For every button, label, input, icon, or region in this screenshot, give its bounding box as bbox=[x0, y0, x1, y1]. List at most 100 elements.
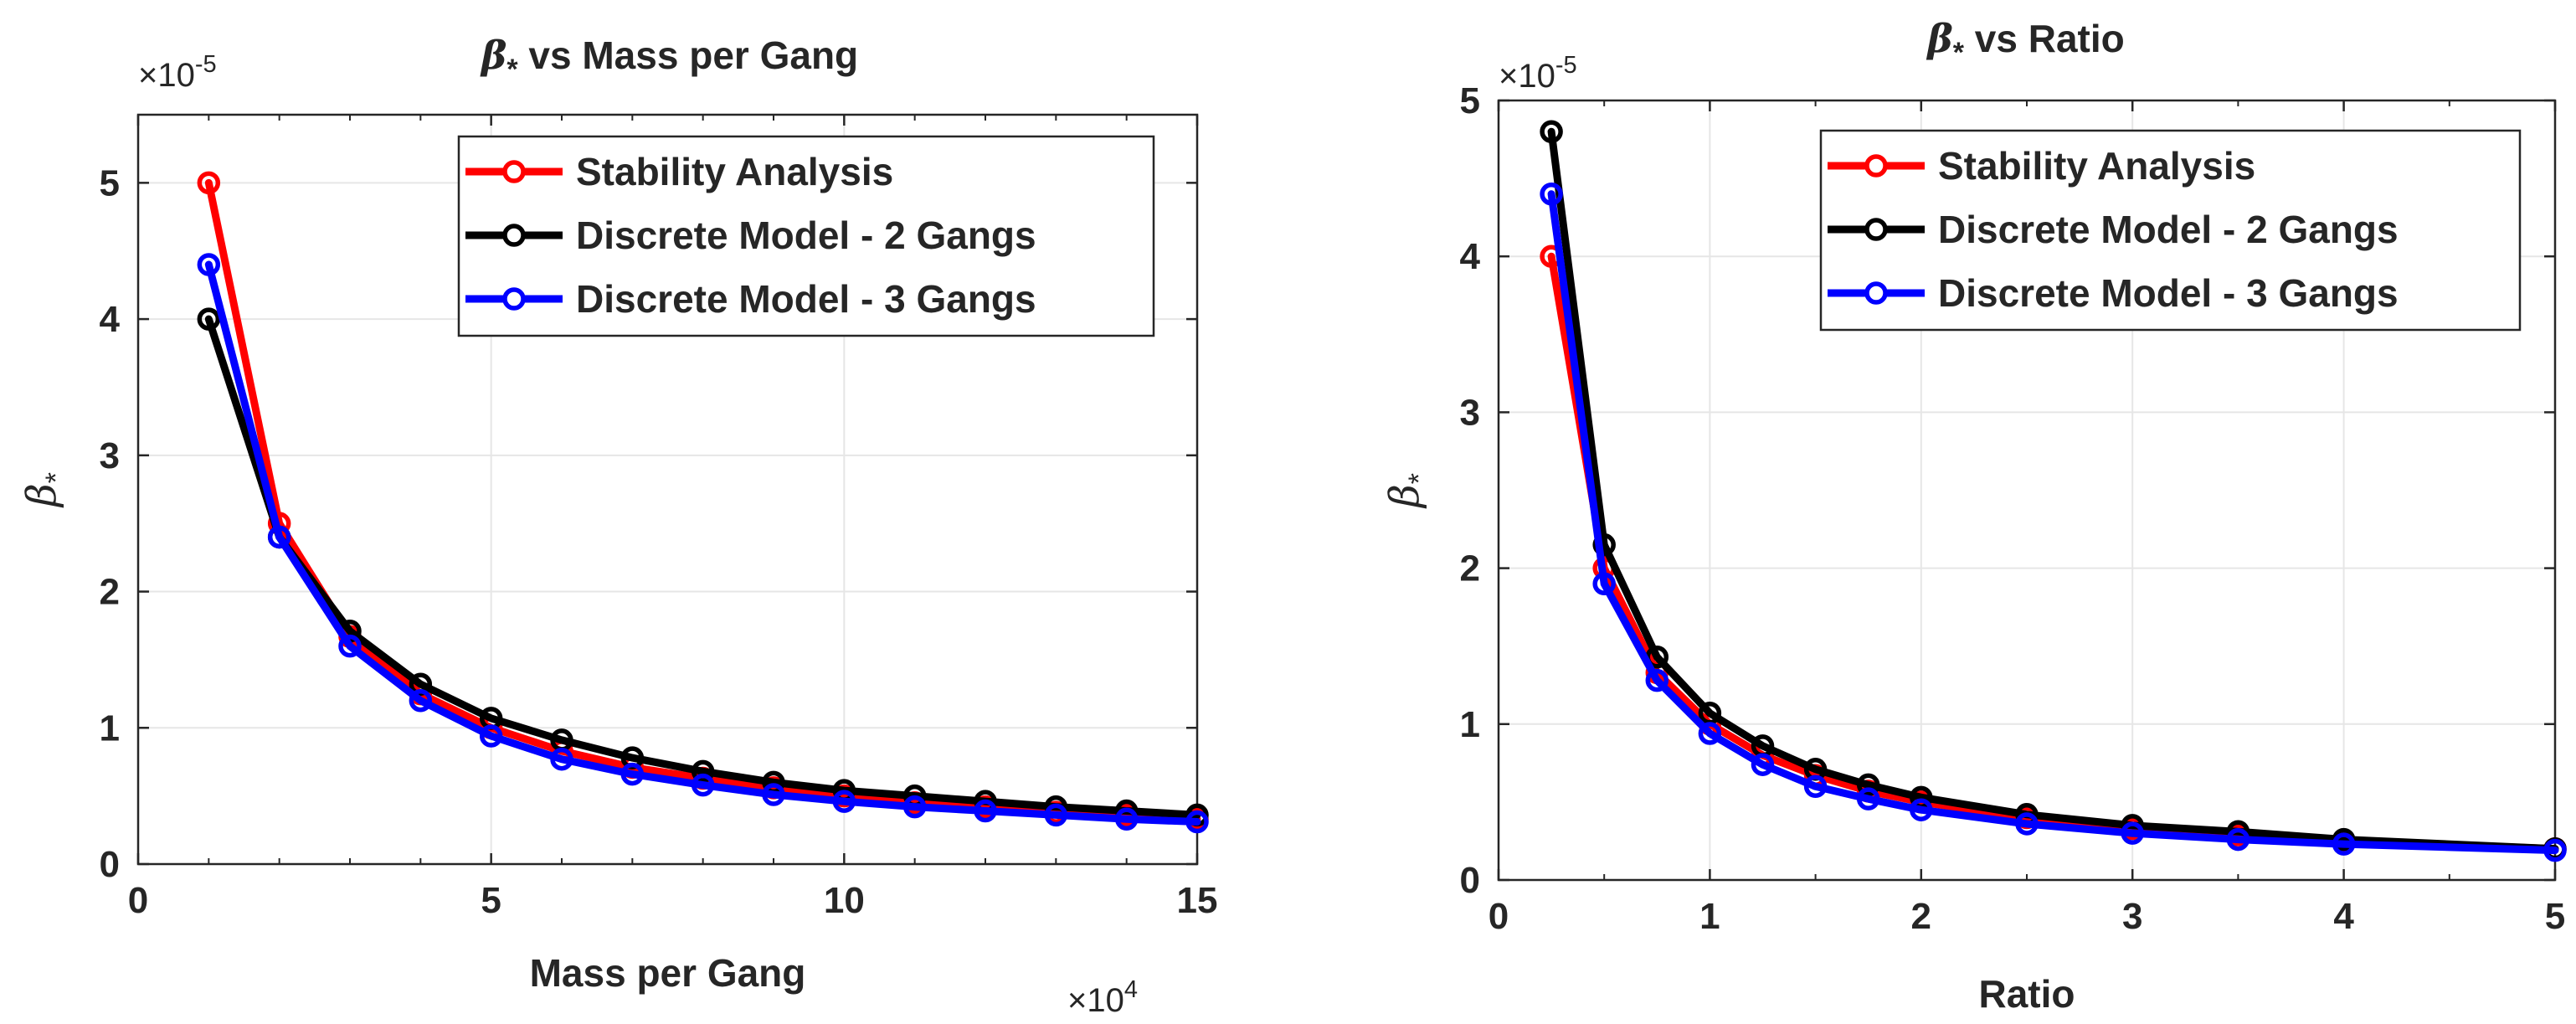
y-tick-label: 3 bbox=[1460, 392, 1480, 433]
y-tick-label: 1 bbox=[1460, 704, 1480, 745]
y-axis-label: β* bbox=[18, 472, 72, 508]
legend-item: Discrete Model - 3 Gangs bbox=[1828, 271, 2399, 315]
legend-marker bbox=[502, 287, 526, 311]
data-point bbox=[691, 759, 715, 784]
data-point bbox=[691, 773, 715, 797]
y-axis-label: β* bbox=[1381, 473, 1435, 509]
data-point bbox=[2226, 827, 2250, 852]
data-point bbox=[197, 307, 221, 331]
data-point bbox=[1856, 773, 1880, 797]
data-point bbox=[267, 525, 291, 549]
data-point bbox=[197, 253, 221, 276]
series-discrete-model-3-gangs bbox=[1540, 182, 2567, 862]
data-point bbox=[409, 688, 433, 713]
data-point bbox=[1645, 668, 1669, 692]
data-point bbox=[974, 799, 997, 823]
legend-box bbox=[457, 135, 1155, 337]
data-point bbox=[1044, 803, 1068, 827]
y-tick-label: 5 bbox=[1460, 80, 1480, 121]
data-point bbox=[1540, 120, 1563, 143]
legend-marker bbox=[1864, 281, 1888, 305]
legend-label: Discrete Model - 2 Gangs bbox=[576, 214, 1036, 257]
chart-title: β* vs Mass per Gang bbox=[480, 33, 858, 85]
legend-item: Discrete Model - 2 Gangs bbox=[1828, 208, 2399, 251]
data-point bbox=[1803, 774, 1828, 799]
x-tick-label: 4 bbox=[2333, 896, 2354, 937]
data-point bbox=[902, 795, 927, 819]
data-point bbox=[1856, 787, 1880, 810]
data-point bbox=[1114, 807, 1139, 831]
x-tick-label: 10 bbox=[824, 880, 865, 921]
x-tick-label: 1 bbox=[1699, 896, 1720, 937]
legend-label: Discrete Model - 3 Gangs bbox=[1938, 271, 2399, 315]
y-axis-label-group: β* bbox=[1381, 473, 1435, 509]
legend-label: Stability Analysis bbox=[1938, 144, 2255, 188]
data-point bbox=[1910, 798, 1933, 821]
legend-item: Discrete Model - 3 Gangs bbox=[465, 277, 1036, 321]
x-exponent-label: ×104 bbox=[1067, 976, 1138, 1019]
data-point bbox=[197, 171, 221, 195]
legend-item: Stability Analysis bbox=[465, 150, 893, 193]
series-discrete-model-3-gangs bbox=[197, 253, 1209, 834]
series-line bbox=[1547, 190, 2559, 855]
y-tick-label: 0 bbox=[100, 844, 120, 885]
y-tick-label: 4 bbox=[1460, 236, 1481, 277]
legend-label: Stability Analysis bbox=[576, 150, 893, 193]
legend-marker bbox=[1864, 154, 1888, 178]
legend-label: Discrete Model - 3 Gangs bbox=[576, 277, 1036, 321]
y-tick-label: 5 bbox=[100, 162, 120, 203]
axes-frame bbox=[136, 113, 1199, 866]
y-tick-label: 3 bbox=[100, 435, 120, 476]
data-point bbox=[550, 747, 573, 771]
data-point bbox=[2015, 812, 2039, 836]
y-axis-label-group: β* bbox=[18, 472, 72, 508]
legend-marker bbox=[502, 160, 526, 183]
data-point bbox=[2543, 838, 2567, 862]
data-point bbox=[1185, 810, 1209, 834]
legend-marker bbox=[1864, 218, 1888, 241]
y-tick-label: 0 bbox=[1460, 860, 1480, 901]
y-tick-label: 2 bbox=[1460, 548, 1480, 589]
data-point bbox=[338, 634, 362, 658]
legend: Stability Analysis Discrete Model - 2 Gan… bbox=[457, 135, 1155, 337]
x-tick-label: 5 bbox=[481, 880, 501, 921]
x-tick-label: 0 bbox=[128, 880, 148, 921]
x-tick-label: 5 bbox=[2545, 896, 2565, 937]
x-tick-label: 0 bbox=[1489, 896, 1509, 937]
legend-item: Discrete Model - 2 Gangs bbox=[465, 214, 1036, 257]
x-tick-label: 15 bbox=[1177, 880, 1218, 921]
x-tick-label: 2 bbox=[1911, 896, 1931, 937]
ticks bbox=[136, 115, 1199, 866]
chart-mass-per-gang: 0 5 10 15 0 1 2 3 4 5 ×10-5 ×104 β* vs Mass per Gang… bbox=[18, 33, 1217, 1019]
y-exponent-label: ×10-5 bbox=[138, 51, 217, 94]
y-tick-label: 2 bbox=[100, 572, 120, 613]
data-point bbox=[620, 762, 645, 786]
chart-title: β* vs Ratio bbox=[1926, 16, 2125, 69]
chart-ratio: 0 1 2 3 4 5 0 1 2 3 4 5 ×10-5 β* vs Ratio Ratio β* Stabi… bbox=[1381, 16, 2567, 1016]
x-axis-label: Ratio bbox=[1979, 972, 2075, 1016]
y-exponent-label: ×10-5 bbox=[1499, 52, 1577, 95]
legend-label: Discrete Model - 2 Gangs bbox=[1938, 208, 2399, 251]
data-point bbox=[762, 783, 785, 806]
data-point bbox=[1592, 572, 1616, 595]
legend-item: Stability Analysis bbox=[1828, 144, 2255, 188]
data-point bbox=[1751, 753, 1775, 776]
legend-marker bbox=[502, 224, 526, 247]
x-axis-label: Mass per Gang bbox=[530, 951, 806, 995]
data-point bbox=[479, 724, 503, 748]
series-line bbox=[204, 315, 1201, 819]
data-point bbox=[832, 790, 856, 813]
data-point bbox=[2332, 832, 2356, 856]
legend-box bbox=[1819, 129, 2522, 332]
data-point bbox=[2121, 821, 2144, 845]
y-tick-label: 1 bbox=[100, 708, 120, 749]
data-point bbox=[1592, 533, 1616, 557]
legend: Stability Analysis Discrete Model - 2 Gan… bbox=[1819, 129, 2522, 332]
x-tick-label: 3 bbox=[2122, 896, 2142, 937]
series-line bbox=[204, 260, 1201, 826]
ticks bbox=[1497, 99, 2557, 882]
y-tick-label: 4 bbox=[100, 299, 121, 340]
data-point bbox=[1698, 722, 1722, 745]
data-point bbox=[1540, 182, 1563, 206]
